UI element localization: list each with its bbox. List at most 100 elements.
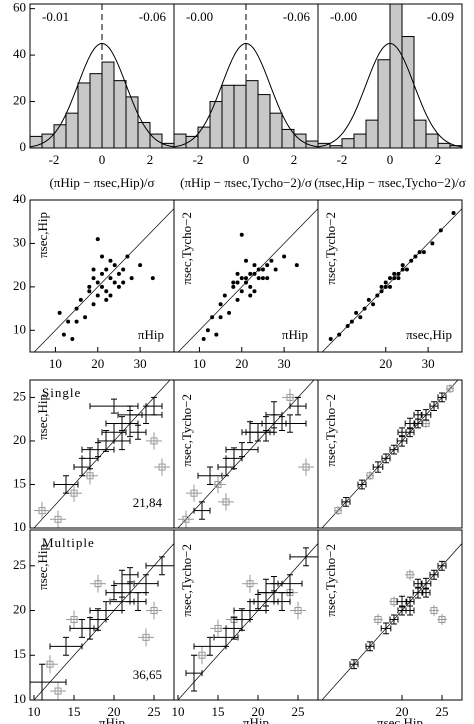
- one-to-one-line: [177, 542, 318, 700]
- y-tick-label: 20: [13, 432, 26, 447]
- error-caps: [405, 596, 415, 607]
- error-caps: [389, 444, 399, 455]
- point: [116, 271, 121, 276]
- error-caps: [365, 641, 375, 652]
- error-caps: [225, 442, 259, 458]
- x-tick-label: 30: [278, 356, 291, 371]
- point: [214, 332, 219, 337]
- bar: [209, 101, 223, 148]
- point: [205, 328, 210, 333]
- x-axis-label: (πsec,Hip − πsec,Tycho−2)/σ: [314, 175, 466, 190]
- bar: [269, 112, 283, 148]
- panel: [177, 208, 318, 352]
- point: [413, 254, 418, 259]
- error-caps: [121, 567, 139, 583]
- x-tick-label: 2: [291, 152, 298, 167]
- point: [218, 302, 223, 307]
- panel: [321, 542, 462, 700]
- point: [108, 276, 113, 281]
- point: [222, 293, 227, 298]
- x-axis-label: πsec,Hip: [406, 327, 452, 342]
- error-caps: [145, 556, 165, 576]
- x-tick-label: 0: [243, 152, 250, 167]
- gray-point: [142, 633, 150, 641]
- error-caps: [185, 654, 203, 692]
- frame: [317, 529, 463, 701]
- gray-point: [46, 660, 54, 668]
- note: -0.00: [186, 9, 213, 24]
- gaussian-curve: [30, 42, 174, 148]
- point: [125, 254, 130, 259]
- error-caps: [413, 418, 423, 429]
- note: -0.06: [283, 9, 311, 24]
- error-caps: [389, 614, 399, 625]
- y-axis-label: πsec,Tycho−2: [179, 212, 194, 285]
- x-tick-label: 25: [292, 704, 305, 719]
- point: [396, 276, 401, 281]
- error-caps: [213, 627, 239, 647]
- note: -0.00: [330, 9, 357, 24]
- point: [252, 289, 257, 294]
- y-tick-label: 40: [13, 46, 26, 61]
- y-tick-label: 15: [13, 475, 26, 490]
- one-to-one-line: [321, 208, 462, 352]
- x-tick-label: 20: [91, 356, 104, 371]
- point: [78, 297, 83, 302]
- point: [248, 293, 253, 298]
- point: [260, 267, 265, 272]
- x-tick-label: 20: [108, 704, 121, 719]
- bar: [245, 80, 259, 148]
- point: [235, 271, 240, 276]
- point: [265, 276, 270, 281]
- point: [388, 276, 392, 281]
- gray-point: [214, 624, 222, 632]
- gray-point: [246, 580, 254, 588]
- error-caps: [437, 560, 447, 571]
- bar: [77, 82, 91, 148]
- error-caps: [405, 605, 415, 616]
- point: [218, 315, 223, 320]
- point: [379, 284, 384, 289]
- x-tick-label: 0: [99, 152, 106, 167]
- point: [421, 250, 426, 255]
- y-tick-label: 25: [13, 557, 26, 572]
- error-caps: [429, 569, 439, 580]
- error-caps: [53, 475, 79, 494]
- bar: [257, 94, 271, 148]
- point: [451, 211, 456, 216]
- error-caps: [273, 414, 307, 433]
- gray-point: [86, 472, 94, 480]
- error-caps: [273, 592, 291, 612]
- point: [201, 336, 206, 341]
- point: [121, 267, 126, 272]
- y-tick-label: 25: [13, 388, 26, 403]
- panel: [321, 380, 459, 528]
- error-caps: [129, 592, 147, 612]
- frame: [317, 3, 463, 149]
- x-axis-label: πHip: [99, 715, 125, 724]
- gray-point: [70, 615, 78, 623]
- y-axis-label: πsec,Tycho−2: [323, 544, 338, 617]
- error-caps: [437, 392, 447, 403]
- point: [417, 250, 422, 255]
- point: [87, 289, 92, 294]
- frame: [317, 199, 463, 353]
- gray-point: [54, 687, 62, 695]
- one-to-one-line: [177, 380, 315, 528]
- error-caps: [429, 401, 439, 411]
- y-tick-label: 30: [13, 234, 26, 249]
- point: [392, 271, 397, 276]
- point: [252, 263, 257, 268]
- point: [294, 263, 299, 268]
- error-caps: [197, 466, 223, 485]
- bar: [221, 84, 235, 148]
- bar: [377, 59, 391, 148]
- error-caps: [39, 663, 67, 700]
- error-caps: [113, 431, 131, 451]
- gray-point: [430, 607, 438, 615]
- point: [239, 289, 244, 294]
- x-tick-label: 2: [147, 152, 154, 167]
- one-to-one-line: [177, 208, 318, 352]
- point: [244, 280, 248, 285]
- panel: [177, 542, 318, 700]
